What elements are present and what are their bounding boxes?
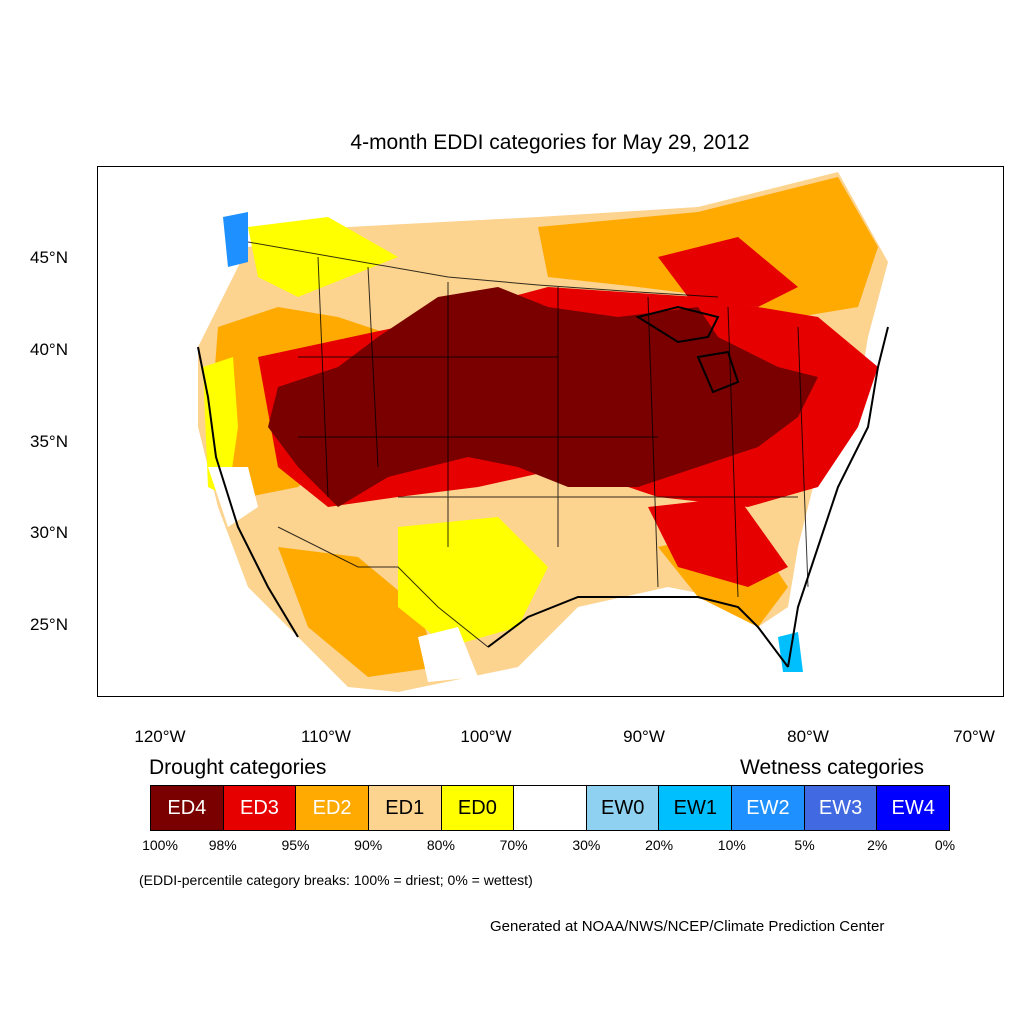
legend-box-ew1: EW1 xyxy=(659,786,733,830)
map-panel xyxy=(97,166,1004,697)
region-normal-south xyxy=(418,627,478,682)
legend-box-ew4: EW4 xyxy=(877,786,950,830)
category-note: (EDDI-percentile category breaks: 100% =… xyxy=(139,872,533,888)
credit-text: Generated at NOAA/NWS/NCEP/Climate Predi… xyxy=(490,918,885,935)
percent-break-label: 30% xyxy=(572,837,601,853)
great-lakes-outline xyxy=(635,305,740,394)
east-coastline xyxy=(787,326,889,668)
region-ed3-canada xyxy=(658,237,798,307)
region-ed3-southeast xyxy=(648,497,788,587)
percent-break-label: 100% xyxy=(142,837,178,853)
lat-tick-30: 30°N xyxy=(30,523,68,542)
percent-break-label: 98% xyxy=(208,837,237,853)
region-ed0-westcoast xyxy=(203,357,238,497)
lat-tick-35: 35°N xyxy=(30,432,68,451)
legend-box-ew3: EW3 xyxy=(804,786,878,830)
lon-tick-120: 120°W xyxy=(134,727,186,746)
legend-box-ew2: EW2 xyxy=(732,786,805,830)
region-normal-sw xyxy=(208,467,258,527)
category-legend: ED4 ED3 ED2 ED1 ED0 EW0 EW1 EW2 EW3 EW4 xyxy=(150,785,950,831)
legend-box-ew0: EW0 xyxy=(586,786,660,830)
gulf-coastline xyxy=(487,596,789,668)
percent-break-label: 95% xyxy=(281,837,310,853)
map-title: 4-month EDDI categories for May 29, 2012 xyxy=(350,131,750,154)
lat-tick-45: 45°N xyxy=(30,248,68,267)
lon-tick-80: 80°W xyxy=(787,727,829,746)
percent-break-label: 2% xyxy=(867,837,888,853)
eddi-map xyxy=(197,172,889,692)
west-coastline xyxy=(197,346,299,638)
percent-break-label: 10% xyxy=(717,837,746,853)
percent-break-label: 20% xyxy=(645,837,674,853)
lat-tick-40: 40°N xyxy=(30,340,68,359)
legend-box-ed0: ED0 xyxy=(441,786,515,830)
percent-break-label: 70% xyxy=(499,837,528,853)
state-lines xyxy=(298,256,809,598)
legend-box-ed2: ED2 xyxy=(296,786,369,830)
wetness-categories-label: Wetness categories xyxy=(740,756,925,779)
legend-box-ed3: ED3 xyxy=(223,786,297,830)
region-ed0-texas xyxy=(398,517,548,647)
region-ed0-north xyxy=(248,217,398,297)
percent-break-label: 80% xyxy=(426,837,455,853)
legend-box-normal xyxy=(514,786,587,830)
lon-tick-110: 110°W xyxy=(301,727,351,746)
legend-box-ed1: ED1 xyxy=(368,786,442,830)
lat-tick-25: 25°N xyxy=(30,615,68,634)
lon-tick-100: 100°W xyxy=(460,727,512,746)
percent-break-label: 5% xyxy=(794,837,815,853)
drought-categories-label: Drought categories xyxy=(149,756,327,779)
percent-break-label: 0% xyxy=(934,837,956,853)
lon-tick-90: 90°W xyxy=(623,727,665,746)
percent-break-label: 90% xyxy=(354,837,383,853)
canada-border-line xyxy=(247,241,719,298)
legend-box-ed4: ED4 xyxy=(151,786,224,830)
mexico-border-line xyxy=(277,526,489,648)
region-ed2-south xyxy=(278,547,438,677)
lon-tick-70: 70°W xyxy=(953,727,995,746)
region-ew-northwest xyxy=(223,212,248,267)
